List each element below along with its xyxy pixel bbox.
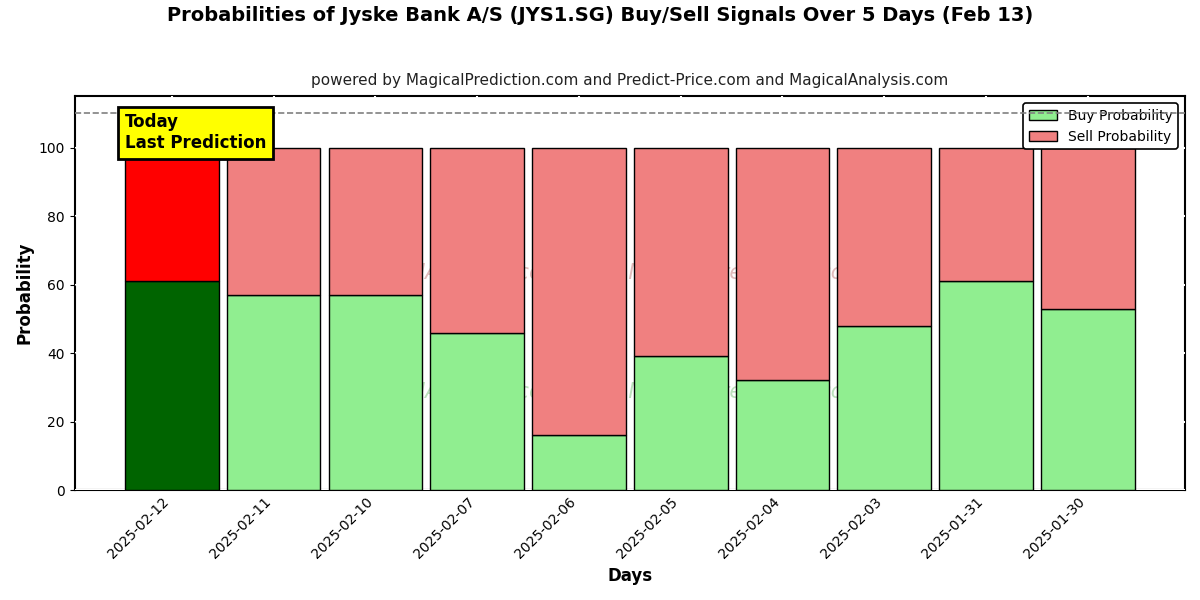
Bar (329, 295, 422, 490)
Text: Probabilities of Jyske Bank A/S (JYS1.SG) Buy/Sell Signals Over 5 Days (Feb 13): Probabilities of Jyske Bank A/S (JYS1.SG… (167, 6, 1033, 25)
Legend: Buy Probability, Sell Probability: Buy Probability, Sell Probability (1024, 103, 1178, 149)
Bar (329, 148, 422, 295)
Bar (1040, 148, 1134, 308)
Bar (532, 435, 625, 490)
Bar (634, 356, 727, 490)
Y-axis label: Probability: Probability (16, 242, 34, 344)
Text: calAnalysis.com          MagicalPrediction.com: calAnalysis.com MagicalPrediction.com (395, 263, 864, 283)
Title: powered by MagicalPrediction.com and Predict-Price.com and MagicalAnalysis.com: powered by MagicalPrediction.com and Pre… (311, 73, 948, 88)
Bar (736, 380, 829, 490)
Bar (125, 281, 218, 490)
Bar (431, 148, 524, 332)
Bar (736, 148, 829, 380)
Bar (838, 326, 931, 490)
Bar (532, 148, 625, 435)
Bar (634, 148, 727, 356)
X-axis label: Days: Days (607, 567, 653, 585)
Bar (1040, 308, 1134, 490)
Bar (431, 332, 524, 490)
Bar (940, 148, 1033, 281)
Text: calAnalysis.com          MagicalPrediction.com: calAnalysis.com MagicalPrediction.com (395, 382, 864, 401)
Bar (227, 295, 320, 490)
Bar (838, 148, 931, 326)
Bar (125, 148, 218, 281)
Bar (227, 148, 320, 295)
Text: Today
Last Prediction: Today Last Prediction (125, 113, 266, 152)
Bar (940, 281, 1033, 490)
